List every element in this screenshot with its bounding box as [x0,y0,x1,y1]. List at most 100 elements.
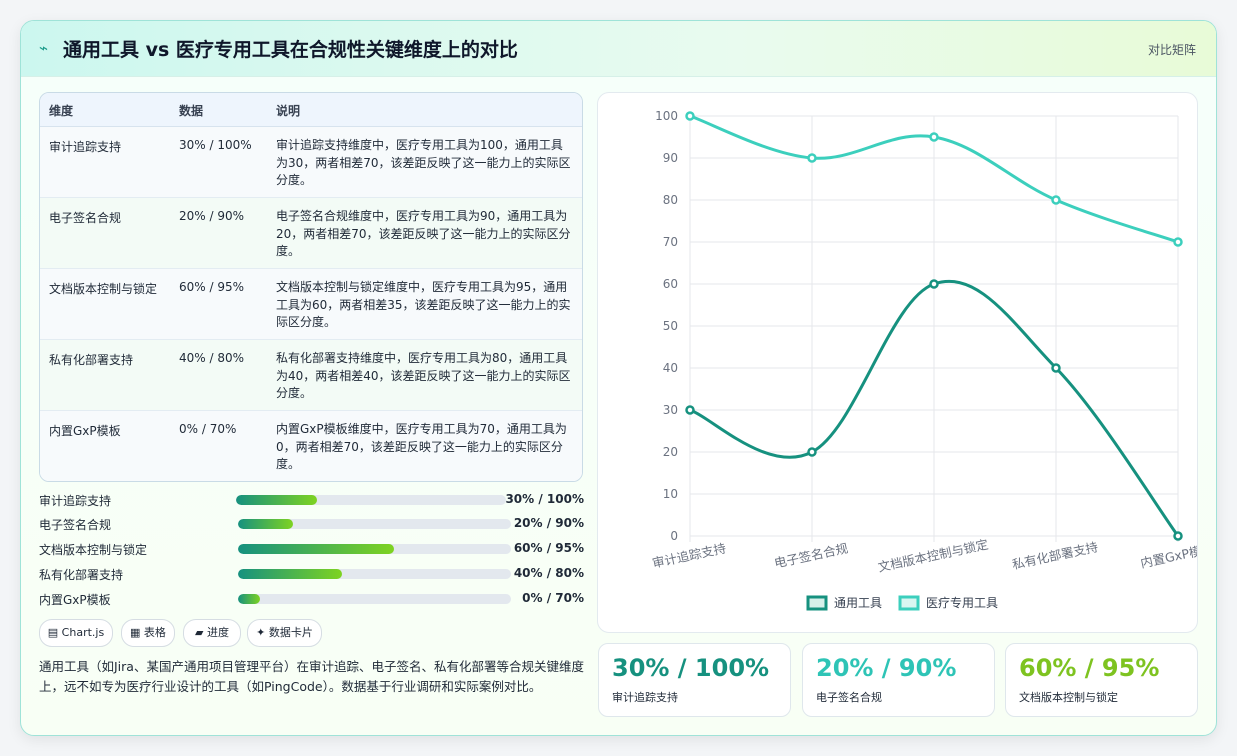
progress-row: 内置GxP模板 0% / 70% [39,590,584,610]
chip-chartjs[interactable]: ▤ Chart.js [39,619,113,647]
y-tick-label: 10 [663,487,678,501]
y-tick-label: 0 [670,529,678,543]
table-header: 维度 数据 说明 [40,93,582,127]
progress-fill [238,519,293,529]
data-point [807,447,817,457]
y-tick-label: 40 [663,361,678,375]
row-note: 私有化部署支持维度中，医疗专用工具为80，通用工具为40，两者相差40，该差距反… [276,351,571,400]
x-tick-label: 内置GxP模板 [1139,540,1197,570]
progress-row: 电子签名合规 20% / 90% [39,515,584,535]
progress-value: 20% / 90% [513,516,584,530]
comparison-table: 维度 数据 说明 审计追踪支持 30% / 100% 审计追踪支持维度中，医疗专… [39,92,583,482]
data-point [1173,237,1183,247]
stat-card: 60% / 95% 文档版本控制与锁定 [1005,643,1198,717]
header-note: 说明 [276,104,301,118]
progress-value: 60% / 95% [513,541,584,555]
card-title: 通用工具 vs 医疗专用工具在合规性关键维度上的对比 [63,39,518,61]
y-tick-label: 20 [663,445,678,459]
table-row: 文档版本控制与锁定 60% / 95% 文档版本控制与锁定维度中，医疗专用工具为… [40,269,582,340]
progress-row: 审计追踪支持 30% / 100% [39,491,584,511]
data-point [1051,195,1061,205]
line-chart: 0 10 20 30 40 50 60 70 80 90 100 审计追踪支持 电子签名合规 文档版本控制… [597,92,1198,633]
card-header: ⌁ 通用工具 vs 医疗专用工具在合规性关键维度上的对比 对比矩阵 [21,21,1216,77]
progress-row: 私有化部署支持 40% / 80% [39,565,584,585]
progress-track [238,519,511,529]
row-data: 0% / 70% [179,422,237,436]
data-point [807,153,817,163]
table-row: 私有化部署支持 40% / 80% 私有化部署支持维度中，医疗专用工具为80，通… [40,340,582,411]
row-data: 40% / 80% [179,351,245,365]
legend-swatch [806,595,828,611]
row-dimension: 文档版本控制与锁定 [49,282,158,296]
progress-label: 私有化部署支持 [39,568,124,582]
progress-fill [238,569,342,579]
progress-value: 40% / 80% [513,566,584,580]
stat-card: 30% / 100% 审计追踪支持 [598,643,791,717]
progress-value: 0% / 70% [522,591,584,605]
y-tick-label: 50 [663,319,678,333]
chip-data-cards[interactable]: ✦ 数据卡片 [247,619,322,647]
row-dimension: 电子签名合规 [49,211,122,225]
bolt-icon: ⌁ [39,39,49,57]
header-dimension: 维度 [49,104,74,118]
data-point [685,405,695,415]
y-tick-label: 80 [663,193,678,207]
row-note: 电子签名合规维度中，医疗专用工具为90，通用工具为20，两者相差70，该差距反映… [276,209,571,258]
progress-track [238,569,511,579]
data-point [1173,531,1183,541]
y-tick-label: 30 [663,403,678,417]
row-data: 60% / 95% [179,280,245,294]
chip-table[interactable]: ▦ 表格 [121,619,175,647]
row-data: 30% / 100% [179,138,252,152]
progress-track [236,495,506,505]
stat-label: 电子签名合规 [816,691,882,704]
header-data: 数据 [179,104,204,118]
stat-label: 审计追踪支持 [612,691,678,704]
row-note: 审计追踪支持维度中，医疗专用工具为100，通用工具为30，两者相差70，该差距反… [276,138,571,187]
chart-svg: 0 10 20 30 40 50 60 70 80 90 100 审计追踪支持 电子签名合规 文档版本控制… [651,109,1197,611]
progress-row: 文档版本控制与锁定 60% / 95% [39,540,584,560]
stat-label: 文档版本控制与锁定 [1019,691,1118,704]
stat-value: 20% / 90% [816,654,957,682]
progress-track [238,544,511,554]
row-dimension: 内置GxP模板 [49,424,121,438]
x-tick-label: 私有化部署支持 [1011,539,1100,572]
progress-value: 30% / 100% [505,492,584,506]
x-tick-label: 审计追踪支持 [651,540,727,570]
data-point [1051,363,1061,373]
legend-label: 医疗专用工具 [926,595,998,610]
stat-card: 20% / 90% 电子签名合规 [802,643,995,717]
row-data: 20% / 90% [179,209,245,223]
legend-label: 通用工具 [834,596,882,610]
row-note: 内置GxP模板维度中，医疗专用工具为70，通用工具为0，两者相差70，该差距反映… [276,422,567,471]
y-tick-label: 100 [655,109,678,123]
progress-label: 内置GxP模板 [39,593,111,607]
data-point [685,111,695,121]
progress-label: 审计追踪支持 [39,494,112,508]
summary-text: 通用工具（如Jira、某国产通用项目管理平台）在审计追踪、电子签名、私有化部署等… [39,659,584,694]
stat-value: 30% / 100% [612,654,770,682]
progress-track [238,594,511,604]
progress-fill [238,594,260,604]
stat-value: 60% / 95% [1019,654,1160,682]
comparison-card: ⌁ 通用工具 vs 医疗专用工具在合规性关键维度上的对比 对比矩阵 维度 数据 … [20,20,1217,736]
chip-progress[interactable]: ▰ 进度 [183,619,241,647]
table-row: 电子签名合规 20% / 90% 电子签名合规维度中，医疗专用工具为90，通用工… [40,198,582,269]
y-tick-label: 70 [663,235,678,249]
row-note: 文档版本控制与锁定维度中，医疗专用工具为95，通用工具为60，两者相差35，该差… [276,280,571,329]
legend-swatch [898,595,920,611]
data-point [929,132,939,142]
data-point [929,279,939,289]
row-dimension: 私有化部署支持 [49,353,134,367]
matrix-badge: 对比矩阵 [1147,43,1196,57]
progress-label: 电子签名合规 [39,518,112,532]
table-row: 审计追踪支持 30% / 100% 审计追踪支持维度中，医疗专用工具为100，通… [40,127,582,198]
progress-fill [238,544,394,554]
table-row: 内置GxP模板 0% / 70% 内置GxP模板维度中，医疗专用工具为70，通用… [40,411,582,481]
row-dimension: 审计追踪支持 [49,140,122,154]
y-tick-label: 60 [663,277,678,291]
x-tick-label: 电子签名合规 [773,540,849,570]
x-tick-label: 文档版本控制与锁定 [876,537,989,575]
progress-label: 文档版本控制与锁定 [39,543,148,557]
y-tick-label: 90 [663,151,678,165]
